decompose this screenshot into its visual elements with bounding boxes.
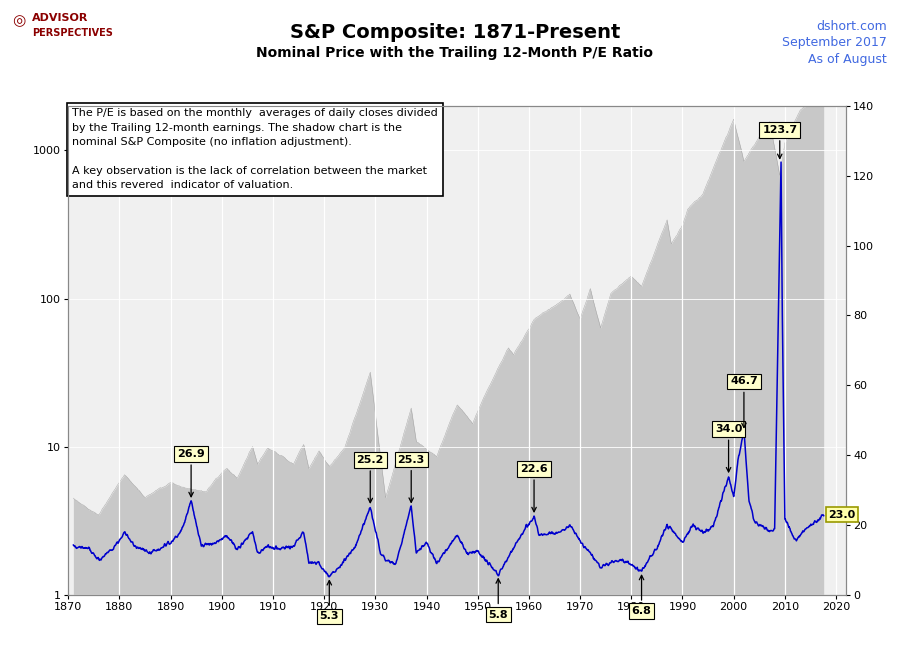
Text: 123.7: 123.7 bbox=[763, 125, 797, 159]
Text: ◎: ◎ bbox=[12, 13, 25, 28]
Text: 23.0: 23.0 bbox=[828, 510, 855, 520]
Text: 5.3: 5.3 bbox=[319, 580, 339, 621]
Text: ADVISOR: ADVISOR bbox=[32, 13, 88, 23]
Text: Nominal Price with the Trailing 12-Month P/E Ratio: Nominal Price with the Trailing 12-Month… bbox=[257, 46, 653, 60]
Text: 5.8: 5.8 bbox=[489, 579, 508, 619]
Text: 26.9: 26.9 bbox=[177, 449, 205, 496]
Text: 34.0: 34.0 bbox=[715, 424, 743, 472]
Text: S&P Composite: 1871-Present: S&P Composite: 1871-Present bbox=[289, 23, 621, 42]
Text: As of August: As of August bbox=[808, 53, 887, 66]
Text: 22.6: 22.6 bbox=[521, 464, 548, 512]
Text: The P/E is based on the monthly  averages of daily closes divided
by the Trailin: The P/E is based on the monthly averages… bbox=[72, 108, 438, 190]
Text: dshort.com: dshort.com bbox=[816, 20, 887, 33]
Text: 25.3: 25.3 bbox=[398, 455, 425, 502]
Text: 6.8: 6.8 bbox=[632, 575, 652, 616]
Text: 46.7: 46.7 bbox=[730, 376, 758, 428]
Text: PERSPECTIVES: PERSPECTIVES bbox=[32, 28, 113, 38]
Text: 25.2: 25.2 bbox=[357, 455, 384, 502]
Text: September 2017: September 2017 bbox=[783, 36, 887, 50]
